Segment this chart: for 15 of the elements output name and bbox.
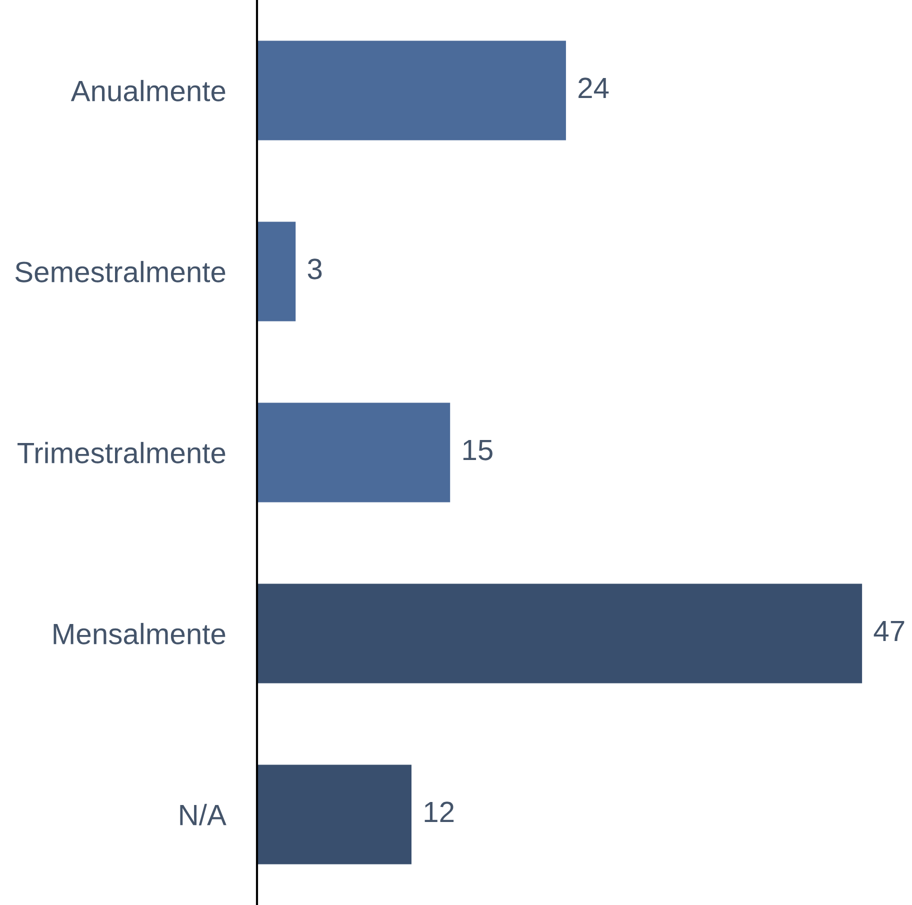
data-label: 12 [424,802,454,822]
bar [257,222,296,322]
bar [257,40,566,140]
y-tick-label: Anualmente [70,80,226,102]
y-tick-label: Trimestralmente [18,442,226,464]
data-label: 47 [874,620,904,642]
data-label: 15 [463,440,492,460]
y-tick-label: N/A [180,804,226,826]
bar [257,764,412,864]
y-tick-label: Mensalmente [54,622,226,644]
y-tick-label: Semestralmente [15,260,226,282]
bar [257,584,862,684]
bar [257,402,450,502]
data-label: 24 [578,78,609,98]
data-label: 3 [308,258,322,280]
